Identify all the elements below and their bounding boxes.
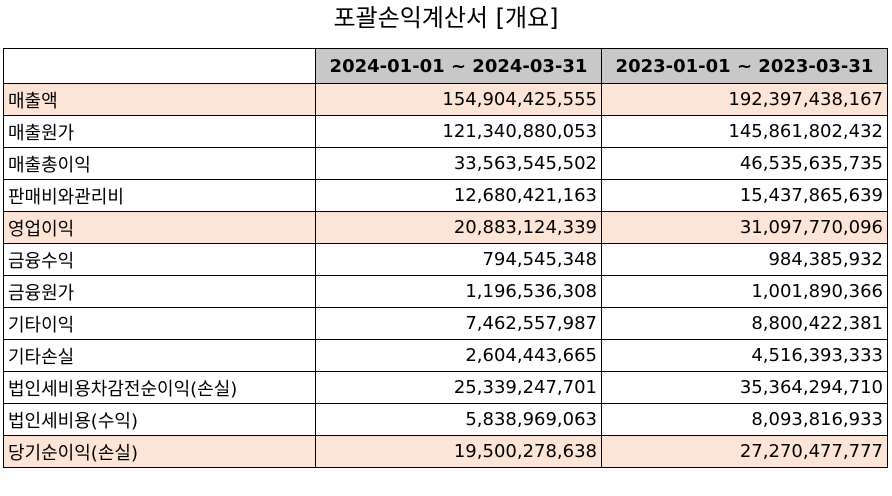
table-row: 매출액 154,904,425,555 192,397,438,167 xyxy=(3,83,888,116)
table-row: 금융원가 1,196,536,308 1,001,890,366 xyxy=(3,275,888,308)
table-row: 매출원가 121,340,880,053 145,861,802,432 xyxy=(3,115,888,148)
value-2024: 121,340,880,053 xyxy=(315,115,602,148)
row-label: 매출총이익 xyxy=(3,147,316,180)
table-row: 매출총이익 33,563,545,502 46,535,635,735 xyxy=(3,147,888,180)
value-2023: 31,097,770,096 xyxy=(601,211,888,244)
value-2023: 192,397,438,167 xyxy=(601,83,888,116)
table-row: 판매비와관리비 12,680,421,163 15,437,865,639 xyxy=(3,179,888,212)
value-2024: 7,462,557,987 xyxy=(315,307,602,340)
header-period-2024: 2024-01-01 ~ 2024-03-31 xyxy=(315,48,602,84)
row-label: 법인세비용(수익) xyxy=(3,403,316,436)
value-2023: 27,270,477,777 xyxy=(601,435,888,468)
table-header-row: 2024-01-01 ~ 2024-03-31 2023-01-01 ~ 202… xyxy=(3,48,888,84)
value-2024: 1,196,536,308 xyxy=(315,275,602,308)
row-label: 매출액 xyxy=(3,83,316,116)
table-row: 영업이익 20,883,124,339 31,097,770,096 xyxy=(3,211,888,244)
value-2023: 35,364,294,710 xyxy=(601,371,888,404)
value-2024: 25,339,247,701 xyxy=(315,371,602,404)
value-2024: 19,500,278,638 xyxy=(315,435,602,468)
income-statement-table: 2024-01-01 ~ 2024-03-31 2023-01-01 ~ 202… xyxy=(3,48,888,468)
value-2023: 15,437,865,639 xyxy=(601,179,888,212)
value-2024: 794,545,348 xyxy=(315,243,602,276)
row-label: 금융수익 xyxy=(3,243,316,276)
value-2024: 5,838,969,063 xyxy=(315,403,602,436)
table-row: 기타손실 2,604,443,665 4,516,393,333 xyxy=(3,339,888,372)
row-label: 기타이익 xyxy=(3,307,316,340)
row-label: 당기순이익(손실) xyxy=(3,435,316,468)
value-2023: 8,093,816,933 xyxy=(601,403,888,436)
value-2023: 984,385,932 xyxy=(601,243,888,276)
value-2023: 4,516,393,333 xyxy=(601,339,888,372)
value-2023: 46,535,635,735 xyxy=(601,147,888,180)
value-2023: 8,800,422,381 xyxy=(601,307,888,340)
row-label: 금융원가 xyxy=(3,275,316,308)
value-2023: 145,861,802,432 xyxy=(601,115,888,148)
value-2024: 33,563,545,502 xyxy=(315,147,602,180)
table-row: 금융수익 794,545,348 984,385,932 xyxy=(3,243,888,276)
header-period-2023: 2023-01-01 ~ 2023-03-31 xyxy=(601,48,888,84)
table-row: 기타이익 7,462,557,987 8,800,422,381 xyxy=(3,307,888,340)
value-2023: 1,001,890,366 xyxy=(601,275,888,308)
page-title: 포괄손익계산서 [개요] xyxy=(333,4,559,32)
table-row: 법인세비용차감전순이익(손실) 25,339,247,701 35,364,294,… xyxy=(3,371,888,404)
value-2024: 20,883,124,339 xyxy=(315,211,602,244)
row-label: 매출원가 xyxy=(3,115,316,148)
header-blank-cell xyxy=(3,48,316,84)
row-label: 판매비와관리비 xyxy=(3,179,316,212)
table-row: 법인세비용(수익) 5,838,969,063 8,093,816,933 xyxy=(3,403,888,436)
table-row: 당기순이익(손실) 19,500,278,638 27,270,477,777 xyxy=(3,435,888,468)
row-label: 법인세비용차감전순이익(손실) xyxy=(3,371,316,404)
value-2024: 2,604,443,665 xyxy=(315,339,602,372)
row-label: 기타손실 xyxy=(3,339,316,372)
value-2024: 154,904,425,555 xyxy=(315,83,602,116)
value-2024: 12,680,421,163 xyxy=(315,179,602,212)
row-label: 영업이익 xyxy=(3,211,316,244)
